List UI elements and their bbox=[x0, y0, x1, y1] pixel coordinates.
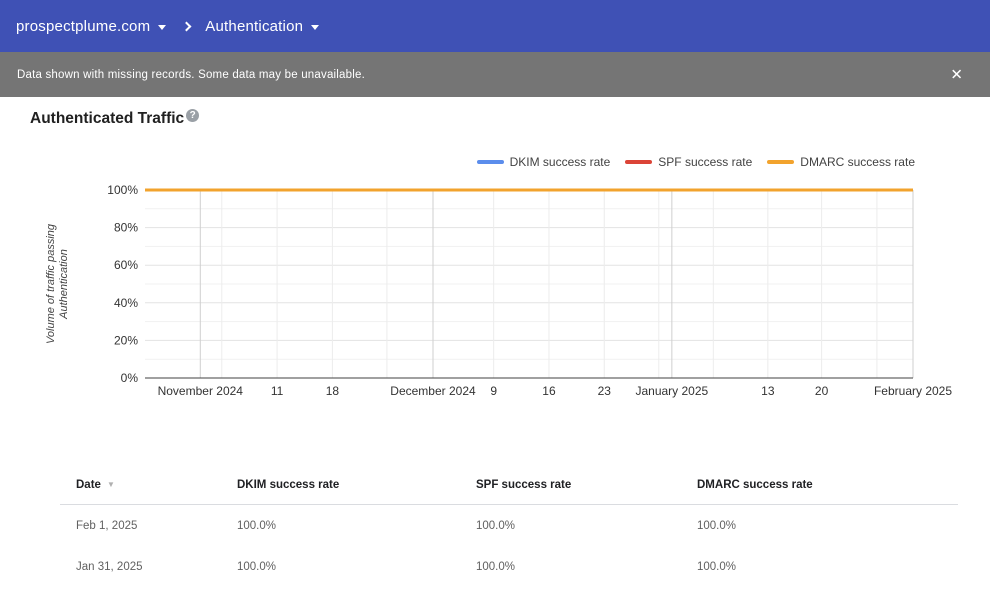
domain-name: prospectplume.com bbox=[16, 17, 151, 35]
y-tick-label: 40% bbox=[114, 296, 138, 310]
legend-label: SPF success rate bbox=[658, 155, 753, 169]
table-row: Jan 31, 2025 100.0% 100.0% 100.0% bbox=[60, 546, 958, 587]
table-cell: 100.0% bbox=[697, 560, 737, 573]
y-tick-label: 20% bbox=[114, 333, 138, 347]
caret-down-icon bbox=[311, 24, 320, 30]
x-tick-label: 9 bbox=[490, 384, 497, 398]
legend-swatch bbox=[767, 160, 795, 164]
authentication-table: Date ▼ DKIM success rate SPF success rate DM… bbox=[60, 465, 958, 587]
y-tick-label: 100% bbox=[107, 183, 138, 197]
column-label: DKIM success rate bbox=[237, 478, 340, 491]
legend-item-dmarc: DMARC success rate bbox=[767, 155, 915, 169]
table-cell: Feb 1, 2025 bbox=[76, 519, 138, 532]
caret-down-icon bbox=[158, 24, 167, 30]
chevron-right-icon bbox=[181, 21, 192, 31]
y-axis-title: Volume of traffic passingAuthentication bbox=[45, 223, 70, 344]
x-tick-label: 23 bbox=[598, 384, 612, 398]
table-cell: Jan 31, 2025 bbox=[76, 560, 143, 573]
legend-item-dkim: DKIM success rate bbox=[476, 155, 611, 169]
x-tick-label: December 2024 bbox=[390, 384, 476, 398]
column-header-dmarc[interactable]: DMARC success rate bbox=[697, 479, 958, 491]
domain-selector[interactable]: prospectplume.com bbox=[16, 17, 167, 35]
x-tick-label: February 2025 bbox=[874, 384, 952, 398]
legend-swatch bbox=[625, 160, 653, 164]
section-name: Authentication bbox=[205, 17, 304, 35]
notice-message: Data shown with missing records. Some da… bbox=[17, 68, 365, 81]
column-label: Date bbox=[76, 478, 101, 491]
legend-label: DMARC success rate bbox=[800, 155, 915, 169]
sort-desc-icon: ▼ bbox=[106, 480, 115, 489]
column-label: DMARC success rate bbox=[697, 478, 813, 491]
table-cell: 100.0% bbox=[476, 560, 516, 573]
x-tick-label: 16 bbox=[542, 384, 556, 398]
table-cell: 100.0% bbox=[237, 519, 277, 532]
y-tick-label: 80% bbox=[114, 221, 138, 235]
close-icon[interactable]: ✕ bbox=[950, 66, 963, 83]
auth-table-header: Date ▼ DKIM success rate SPF success rate DM… bbox=[60, 465, 958, 505]
x-tick-label: 18 bbox=[326, 384, 340, 398]
x-tick-label: 11 bbox=[271, 384, 284, 398]
chart-legend: DKIM success rate SPF success rate DMARC s… bbox=[476, 155, 915, 169]
x-tick-label: January 2025 bbox=[635, 384, 708, 398]
legend-item-spf: SPF success rate bbox=[625, 155, 752, 169]
x-tick-label: 13 bbox=[761, 384, 775, 398]
page-title-text: Authenticated Traffic bbox=[30, 110, 185, 127]
section-selector[interactable]: Authentication bbox=[205, 17, 320, 35]
table-cell: 100.0% bbox=[237, 560, 277, 573]
y-tick-label: 60% bbox=[114, 258, 138, 272]
table-cell: 100.0% bbox=[476, 519, 516, 532]
x-tick-label: 20 bbox=[815, 384, 829, 398]
column-header-spf[interactable]: SPF success rate bbox=[476, 479, 697, 491]
help-icon[interactable]: ? bbox=[186, 109, 200, 122]
column-label: SPF success rate bbox=[476, 478, 572, 491]
y-tick-label: 0% bbox=[121, 371, 139, 385]
x-tick-label: November 2024 bbox=[158, 384, 244, 398]
app-header: prospectplume.com Authentication bbox=[0, 0, 990, 52]
auth-table-body: Feb 1, 2025 100.0% 100.0% 100.0% Jan 31, 202… bbox=[60, 505, 958, 587]
notice-banner: Data shown with missing records. Some da… bbox=[0, 52, 990, 97]
column-header-date[interactable]: Date ▼ bbox=[76, 479, 237, 491]
legend-label: DKIM success rate bbox=[509, 155, 611, 169]
table-cell: 100.0% bbox=[697, 519, 737, 532]
authenticated-traffic-chart: 0% 20% 40% 60% 80% 100% November 2024 11 18 Decem… bbox=[45, 183, 952, 398]
page-title: Authenticated Traffic? bbox=[30, 109, 200, 128]
main-content: Authenticated Traffic? DKIM success rate… bbox=[0, 97, 990, 592]
table-row: Feb 1, 2025 100.0% 100.0% 100.0% bbox=[60, 505, 958, 546]
column-header-dkim[interactable]: DKIM success rate bbox=[237, 479, 476, 491]
legend-swatch bbox=[476, 160, 504, 164]
